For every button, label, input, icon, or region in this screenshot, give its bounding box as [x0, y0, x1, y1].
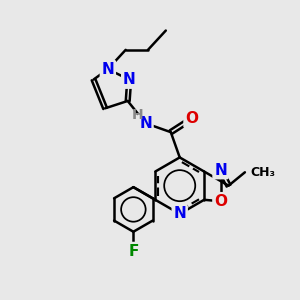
Text: O: O	[185, 111, 198, 126]
Text: O: O	[214, 194, 227, 209]
Text: N: N	[123, 72, 136, 87]
Text: CH₃: CH₃	[250, 166, 275, 179]
Text: N: N	[214, 163, 227, 178]
Text: N: N	[139, 116, 152, 131]
Text: F: F	[128, 244, 139, 259]
Text: N: N	[101, 62, 114, 77]
Text: H: H	[131, 108, 143, 122]
Text: N: N	[173, 206, 186, 221]
